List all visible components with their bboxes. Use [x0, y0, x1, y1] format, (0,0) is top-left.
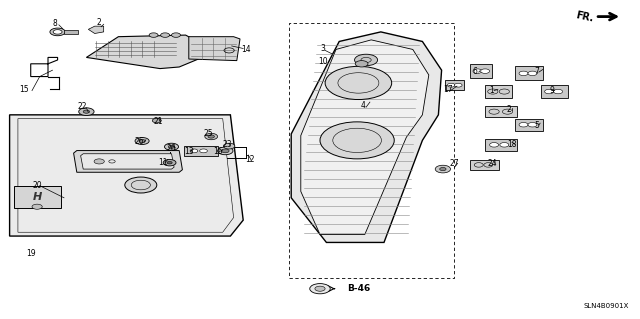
Circle shape	[149, 33, 158, 37]
Text: 25: 25	[203, 130, 213, 138]
Circle shape	[161, 33, 170, 37]
Polygon shape	[485, 106, 517, 117]
Polygon shape	[184, 146, 218, 156]
Circle shape	[168, 145, 175, 148]
Text: 5: 5	[534, 121, 539, 130]
Text: 22: 22	[77, 102, 86, 111]
Circle shape	[310, 284, 330, 294]
Text: 19: 19	[26, 249, 36, 258]
Circle shape	[79, 108, 94, 115]
Circle shape	[454, 83, 462, 87]
Polygon shape	[14, 186, 61, 208]
Polygon shape	[81, 154, 174, 169]
Circle shape	[481, 69, 490, 73]
Text: 18: 18	[508, 140, 516, 149]
Circle shape	[125, 177, 157, 193]
Polygon shape	[189, 37, 240, 61]
Circle shape	[519, 122, 528, 127]
Text: 9: 9	[549, 86, 554, 95]
Text: 6: 6	[472, 67, 477, 76]
Circle shape	[473, 69, 482, 73]
Polygon shape	[470, 160, 499, 170]
Text: 16: 16	[212, 147, 223, 156]
Text: 24: 24	[488, 159, 498, 168]
Circle shape	[500, 143, 509, 147]
Text: FR.: FR.	[574, 11, 594, 24]
Circle shape	[325, 66, 392, 100]
Text: 2: 2	[506, 105, 511, 114]
Text: 11: 11	[159, 158, 168, 167]
Text: 26: 26	[166, 144, 177, 153]
Text: 26: 26	[134, 137, 145, 146]
Circle shape	[435, 165, 451, 173]
Circle shape	[152, 118, 161, 123]
Text: 4: 4	[361, 101, 366, 110]
Polygon shape	[74, 151, 182, 172]
Circle shape	[32, 204, 42, 209]
Text: 13: 13	[184, 147, 194, 156]
Text: 7: 7	[534, 67, 539, 76]
Circle shape	[554, 89, 563, 94]
Circle shape	[200, 149, 207, 153]
Text: 10: 10	[318, 57, 328, 66]
Circle shape	[172, 33, 180, 37]
Bar	[64, 30, 78, 34]
Text: 17: 17	[443, 85, 453, 94]
Circle shape	[315, 286, 325, 291]
Text: 27: 27	[449, 159, 460, 168]
Polygon shape	[515, 119, 543, 131]
Circle shape	[355, 54, 378, 66]
Circle shape	[447, 83, 455, 87]
Text: 12: 12	[245, 155, 254, 164]
Text: 14: 14	[241, 45, 252, 54]
Text: 8: 8	[52, 19, 57, 28]
Circle shape	[218, 147, 233, 155]
Polygon shape	[301, 40, 429, 234]
Text: H: H	[33, 192, 42, 202]
Polygon shape	[470, 64, 492, 78]
Circle shape	[205, 133, 218, 140]
Text: 3: 3	[321, 44, 326, 53]
Circle shape	[519, 71, 528, 76]
Text: 21: 21	[154, 117, 163, 126]
Circle shape	[208, 135, 214, 138]
Polygon shape	[541, 85, 568, 98]
Circle shape	[190, 149, 198, 153]
Circle shape	[135, 137, 149, 145]
Circle shape	[50, 28, 65, 36]
Circle shape	[94, 159, 104, 164]
Circle shape	[164, 143, 179, 150]
Text: 23: 23	[222, 140, 232, 149]
Polygon shape	[291, 32, 442, 242]
Polygon shape	[88, 26, 104, 33]
Circle shape	[221, 149, 229, 153]
Circle shape	[490, 143, 499, 147]
Text: 2: 2	[97, 19, 102, 27]
Text: SLN4B0901X: SLN4B0901X	[583, 303, 628, 308]
Circle shape	[320, 122, 394, 159]
Circle shape	[167, 161, 172, 164]
Text: B-46: B-46	[347, 284, 370, 293]
Text: 15: 15	[19, 85, 29, 94]
Circle shape	[53, 30, 62, 34]
Circle shape	[528, 122, 537, 127]
Text: 20: 20	[32, 181, 42, 190]
Circle shape	[545, 89, 554, 94]
Circle shape	[528, 71, 537, 76]
Polygon shape	[445, 80, 464, 90]
Circle shape	[83, 110, 90, 113]
Polygon shape	[10, 115, 243, 236]
Circle shape	[223, 143, 235, 149]
Circle shape	[163, 160, 176, 166]
Polygon shape	[515, 66, 543, 80]
Polygon shape	[86, 35, 205, 69]
Circle shape	[440, 167, 446, 171]
Text: 1: 1	[489, 86, 494, 95]
Polygon shape	[485, 85, 512, 98]
Circle shape	[355, 61, 368, 67]
Polygon shape	[485, 139, 517, 151]
Circle shape	[139, 139, 145, 143]
